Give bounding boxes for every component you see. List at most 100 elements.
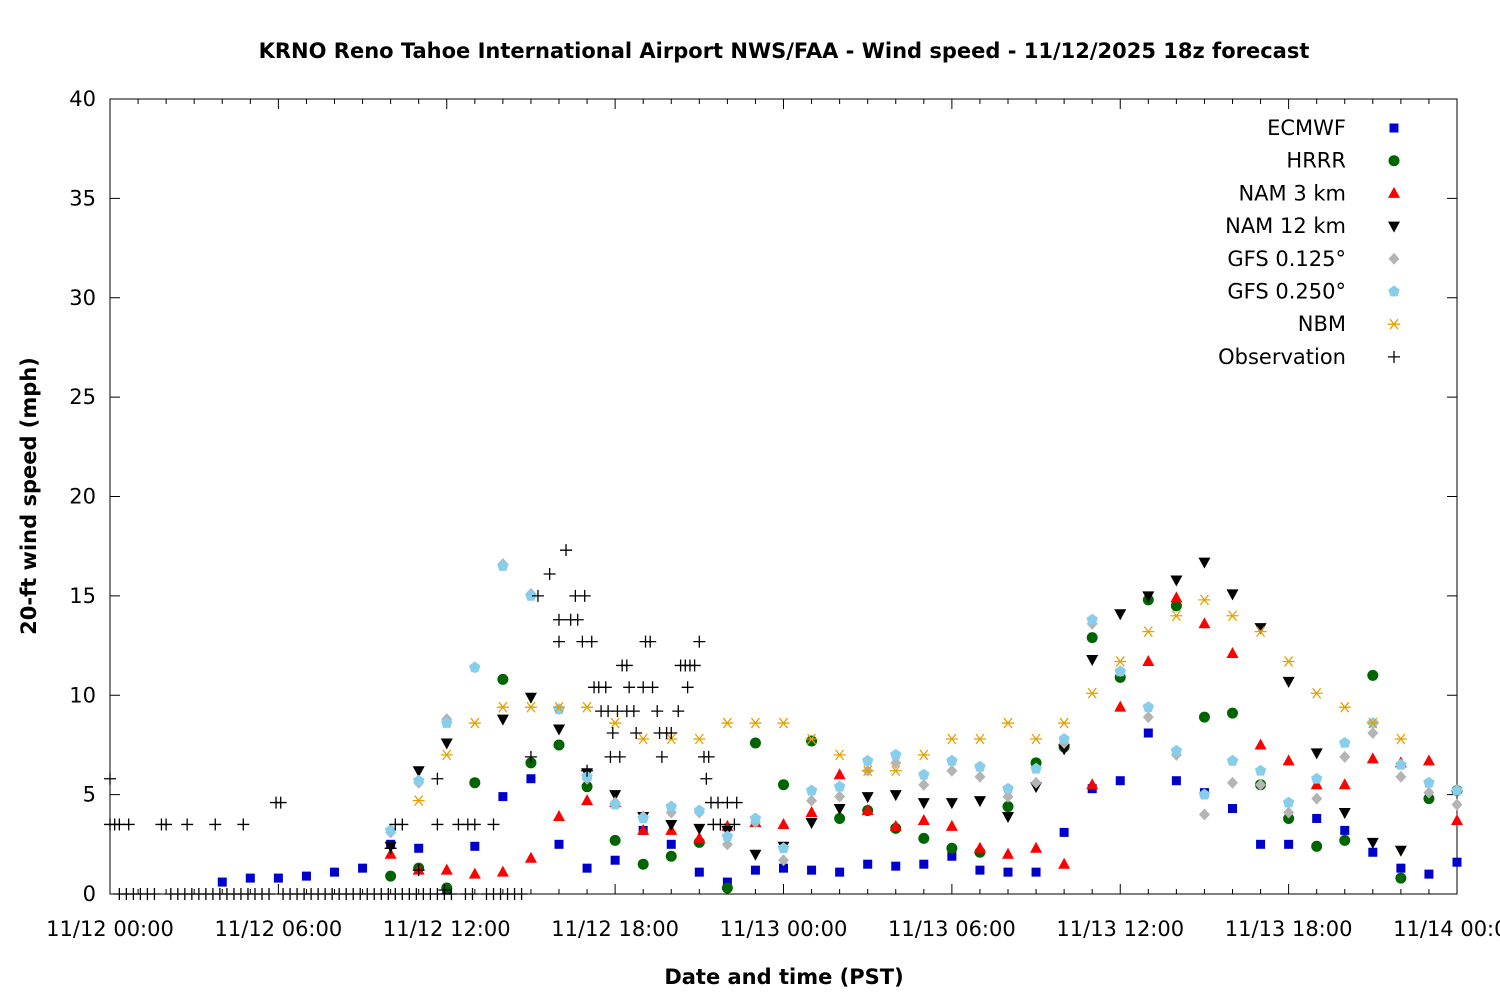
data-point (553, 703, 565, 714)
x-tick-label: 11/12 06:00 (215, 917, 343, 941)
data-point (627, 705, 640, 718)
data-point (806, 735, 818, 747)
data-point (1058, 857, 1071, 869)
data-point (496, 865, 509, 877)
data-point (688, 659, 701, 672)
legend-item-gfs-0-250: GFS 0.250° (1227, 280, 1400, 304)
data-point (1367, 669, 1379, 681)
data-point (613, 750, 626, 763)
data-point (946, 842, 958, 854)
data-point (1254, 623, 1267, 635)
data-point (637, 858, 649, 870)
data-point (1114, 700, 1127, 712)
data-point (1451, 798, 1463, 811)
legend-label: NAM 3 km (1238, 181, 1346, 205)
data-point (889, 765, 902, 777)
data-point (571, 613, 584, 626)
data-point (833, 749, 846, 761)
data-point (1284, 839, 1294, 849)
x-tick-label: 11/12 00:00 (46, 917, 174, 941)
data-point (524, 750, 537, 763)
data-point (438, 884, 451, 897)
data-point (1226, 754, 1239, 766)
data-point (919, 859, 929, 869)
y-tick-label: 40 (69, 87, 96, 111)
data-point (918, 832, 930, 844)
data-point (1228, 804, 1237, 814)
data-point (1312, 813, 1322, 823)
legend-marker (1388, 285, 1400, 297)
legend-label: HRRR (1286, 149, 1346, 173)
data-point (693, 733, 706, 745)
legend-item-hrrr: HRRR (1286, 149, 1400, 173)
data-point (1366, 752, 1379, 764)
data-point (1339, 834, 1351, 846)
chart-title: KRNO Reno Tahoe International Airport NW… (259, 39, 1310, 63)
data-point (412, 766, 425, 778)
data-point (1366, 717, 1379, 729)
data-point (665, 850, 677, 862)
data-point (917, 798, 930, 810)
data-point (1170, 575, 1183, 587)
legend-label: Observation (1218, 345, 1346, 369)
y-tick-label: 30 (69, 286, 96, 310)
data-point (497, 560, 509, 571)
data-point (665, 800, 677, 812)
legend: ECMWF HRRR NAM 3 km NAM 12 km GFS 0.125° GFS … (1218, 116, 1400, 369)
data-point (1451, 784, 1463, 796)
data-point (777, 717, 790, 729)
data-point (862, 754, 874, 766)
data-point (1226, 647, 1239, 659)
y-tick-label: 20 (69, 485, 96, 509)
data-point (1394, 845, 1407, 857)
data-point (1198, 788, 1211, 800)
data-point (441, 882, 453, 894)
data-point (330, 867, 339, 877)
data-point (560, 544, 573, 557)
data-point (1198, 711, 1210, 723)
data-point (974, 770, 986, 783)
data-point (1254, 626, 1267, 638)
legend-item-observation: Observation (1218, 345, 1400, 369)
data-point (1311, 772, 1323, 784)
data-point (274, 796, 287, 809)
data-point (384, 824, 397, 836)
data-point (581, 701, 594, 713)
data-point (104, 772, 116, 785)
series-observation (104, 544, 743, 900)
data-point (181, 818, 194, 831)
data-point (651, 705, 664, 718)
data-point (1114, 656, 1127, 667)
data-point (496, 714, 509, 726)
data-point (385, 870, 397, 882)
y-tick-label: 25 (69, 385, 96, 409)
data-point (1030, 733, 1043, 745)
data-point (918, 778, 930, 791)
data-point (1254, 764, 1267, 776)
data-point (863, 859, 873, 869)
data-point (777, 842, 790, 854)
data-point (431, 818, 444, 831)
data-point (834, 790, 846, 803)
data-point (805, 806, 818, 818)
data-point (1226, 610, 1239, 622)
data-point (606, 727, 619, 740)
axis-ticks (109, 98, 1458, 895)
legend-item-nam-3-km: NAM 3 km (1238, 181, 1400, 205)
x-tick-labels: 11/12 00:00 11/12 06:00 11/12 12:00 11/12 1… (46, 917, 1500, 941)
data-point (496, 701, 509, 713)
data-point (749, 812, 762, 824)
data-point (498, 792, 508, 802)
data-point (1170, 591, 1183, 603)
data-point (833, 804, 846, 816)
data-point (665, 727, 678, 740)
data-point (1114, 609, 1127, 621)
data-point (1086, 778, 1099, 790)
data-point (779, 863, 788, 873)
data-point (1368, 847, 1378, 857)
data-point (1367, 727, 1379, 740)
legend-label: GFS 0.250° (1227, 280, 1346, 304)
data-point (431, 772, 444, 785)
data-point (973, 841, 986, 853)
